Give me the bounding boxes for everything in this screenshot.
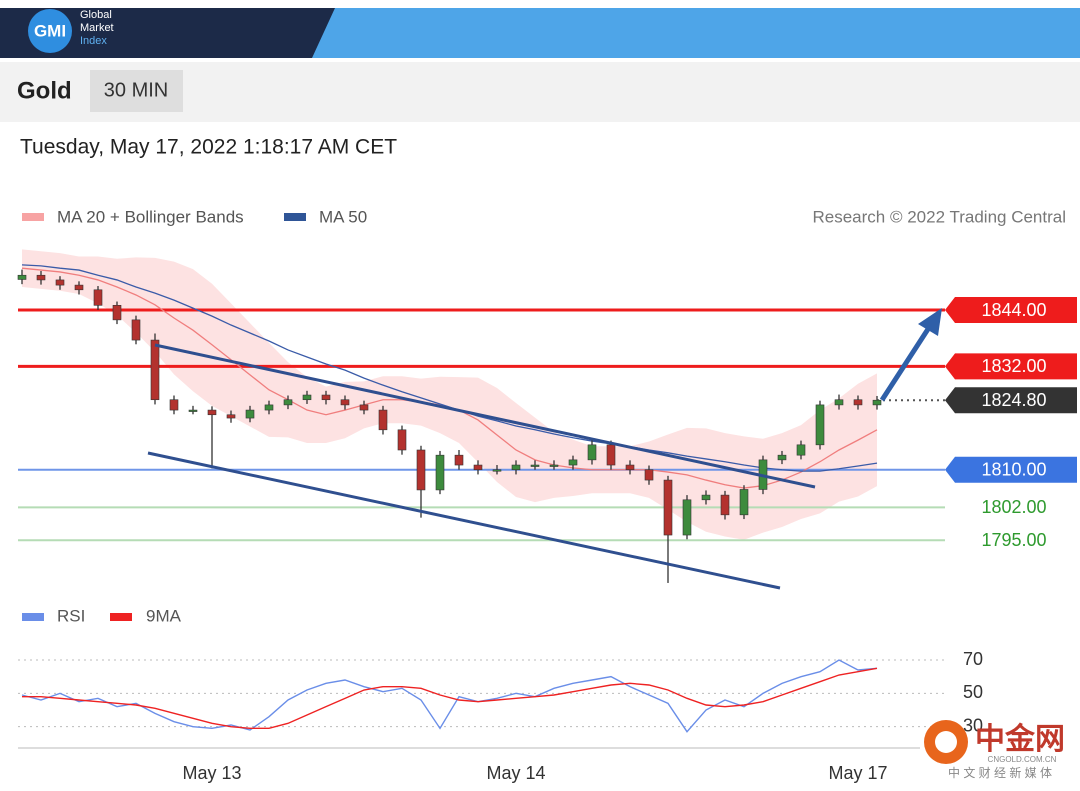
candle-body	[796, 444, 806, 456]
brand: Market	[80, 22, 114, 34]
candle-body	[321, 394, 331, 401]
watermark-logo	[935, 731, 957, 753]
candle-body	[112, 305, 122, 321]
credit: Research © 2022 Trading Central	[813, 207, 1067, 226]
level-label: 1810.00	[981, 459, 1046, 479]
brand: Global	[80, 9, 112, 21]
candle-body	[17, 274, 27, 280]
candle-body	[74, 284, 84, 291]
bollinger-band	[22, 249, 877, 540]
watermark-tagline: 中 文 财 经 新 媒 体	[948, 765, 1052, 780]
candle-body	[207, 409, 217, 416]
legend-swatch	[22, 213, 44, 221]
forecast-arrowhead	[918, 308, 942, 336]
timestamp: Tuesday, May 17, 2022 1:18:17 AM CET	[20, 136, 397, 159]
candle-body	[359, 404, 369, 411]
candle-body	[511, 464, 521, 471]
candle-body	[36, 274, 46, 281]
candle-body	[606, 444, 616, 466]
legend-label: RSI	[57, 606, 85, 625]
level-label: 1795.00	[981, 530, 1046, 550]
candle-body	[701, 494, 711, 501]
trendline	[154, 343, 816, 489]
candle-body	[226, 414, 236, 419]
candle-body	[682, 499, 692, 536]
y-tick-label: 30	[963, 715, 983, 735]
level-tag	[945, 297, 1077, 323]
candle-body	[435, 454, 445, 491]
trendlines	[147, 308, 942, 590]
candle-body	[834, 399, 844, 406]
candle-body	[93, 289, 103, 306]
level-label: 1844.00	[981, 300, 1046, 320]
logo: GMI	[34, 21, 66, 40]
candle-body	[644, 469, 654, 481]
level-tag	[945, 456, 1077, 483]
level-label: 1832.00	[981, 356, 1046, 376]
x-tick-label: May 14	[486, 763, 545, 783]
legend-swatch	[284, 213, 306, 221]
candle-body	[530, 464, 540, 467]
candle-body	[397, 429, 407, 451]
candle-body	[283, 399, 293, 406]
level-tag	[945, 387, 1077, 414]
y-tick-label: 70	[963, 649, 983, 669]
candle-body	[245, 409, 255, 419]
brand: Index	[80, 35, 107, 47]
candle-body	[815, 404, 825, 446]
interval[interactable]: 30 MIN	[104, 79, 168, 101]
watermark-site: CNGOLD.COM.CN	[988, 755, 1057, 764]
candle-body	[473, 464, 483, 471]
candle-body	[264, 404, 274, 411]
candle-body	[872, 399, 882, 406]
forecast-arrow	[879, 324, 933, 402]
legend-label: 9MA	[146, 606, 182, 625]
instrument: Gold	[17, 77, 72, 104]
candle-body	[492, 469, 502, 472]
candle-body	[739, 489, 749, 516]
level-tag	[945, 353, 1077, 380]
level-label: 1824.80	[981, 390, 1046, 410]
candle-body	[454, 454, 464, 466]
rsi-line	[21, 659, 878, 733]
watermark-brand: 中金网	[975, 722, 1065, 756]
level-label: 1802.00	[981, 497, 1046, 517]
legend-swatch	[110, 613, 132, 621]
candle-body	[587, 444, 597, 461]
y-tick-label: 50	[963, 682, 983, 702]
legend-label: MA 20 + Bollinger Bands	[57, 207, 244, 226]
trendline	[147, 451, 781, 590]
candle-body	[568, 459, 578, 466]
x-tick-label: May 17	[828, 763, 887, 783]
candle-body	[777, 454, 787, 461]
logo-circle	[28, 9, 72, 53]
candle-body	[169, 399, 179, 411]
legend-swatch	[22, 613, 44, 621]
rsi-line	[22, 667, 878, 730]
candle-body	[55, 279, 65, 286]
x-tick-label: May 13	[182, 763, 241, 783]
legend-label: MA 50	[319, 207, 367, 226]
candle-body	[340, 399, 350, 406]
candle-body	[378, 409, 388, 431]
candle-body	[416, 449, 426, 491]
interval-tab[interactable]	[90, 70, 183, 112]
candle-body	[853, 399, 863, 406]
candle-body	[663, 479, 673, 536]
candle-body	[302, 394, 312, 401]
candle-body	[549, 464, 559, 467]
candle-body	[720, 494, 730, 516]
candle-body	[188, 409, 198, 412]
candle-body	[150, 339, 160, 401]
candle-body	[625, 464, 635, 471]
candle-body	[131, 319, 141, 341]
header-dark	[0, 8, 335, 58]
